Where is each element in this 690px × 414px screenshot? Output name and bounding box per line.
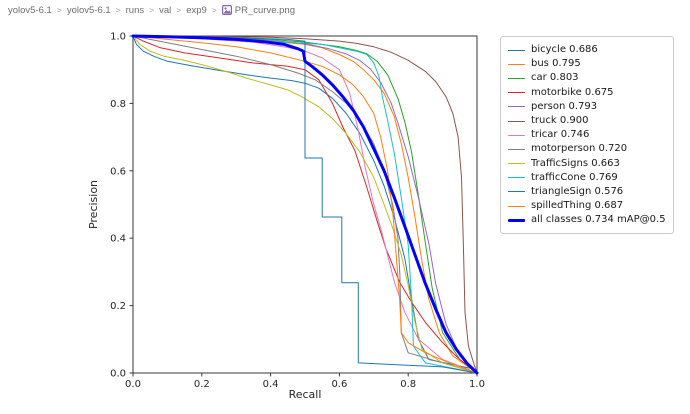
curve-bicycle xyxy=(132,35,478,374)
axes-frame xyxy=(132,35,478,374)
breadcrumb-separator: > xyxy=(211,5,217,15)
legend-swatch xyxy=(508,63,525,65)
breadcrumb-separator: > xyxy=(115,5,121,15)
curve-motorbike xyxy=(132,35,478,374)
chart-legend: bicycle 0.686 bus 0.795 car 0.803 motorbike… xyxy=(500,36,674,235)
legend-item: triangleSign 0.576 xyxy=(508,185,666,199)
legend-item: truck 0.900 xyxy=(508,114,666,128)
legend-label: motorperson 0.720 xyxy=(531,143,628,155)
curve-all-classes xyxy=(131,34,479,375)
y-tick-label: 0.2 xyxy=(110,301,126,312)
x-tick-label: 0.8 xyxy=(400,379,416,390)
legend-label: trafficCone 0.769 xyxy=(531,171,618,183)
x-axis-label: Recall xyxy=(289,388,322,401)
y-tick-label: 0.4 xyxy=(110,234,126,245)
legend-label: car 0.803 xyxy=(531,72,579,84)
legend-item: motorperson 0.720 xyxy=(508,142,666,156)
breadcrumb: yolov5-6.1 > yolov5-6.1 > runs > val > exp9 > PR_c… xyxy=(8,3,295,17)
legend-item: trafficCone 0.769 xyxy=(508,171,666,185)
legend-swatch xyxy=(508,92,525,94)
legend-label: person 0.793 xyxy=(531,100,598,112)
y-tick-label: 0.6 xyxy=(110,166,126,177)
x-tick-label: 0.2 xyxy=(194,379,210,390)
legend-label: triangleSign 0.576 xyxy=(531,185,624,197)
legend-item: tricar 0.746 xyxy=(508,128,666,142)
x-tick-label: 0.6 xyxy=(331,379,347,390)
breadcrumb-filename: PR_curve.png xyxy=(234,4,295,16)
legend-label: bus 0.795 xyxy=(531,58,581,70)
x-tick-label: 0.0 xyxy=(125,379,141,390)
legend-swatch xyxy=(508,218,525,222)
legend-item: TrafficSigns 0.663 xyxy=(508,157,666,171)
curve-spilledThing xyxy=(132,35,478,374)
y-tick-label: 0.8 xyxy=(110,99,126,110)
legend-label: motorbike 0.675 xyxy=(531,86,614,98)
x-tick-label: 0.4 xyxy=(263,379,279,390)
x-tick-label: 1.0 xyxy=(469,379,485,390)
legend-swatch xyxy=(508,77,525,79)
curve-truck xyxy=(132,35,478,374)
curve-car xyxy=(132,35,478,374)
legend-item: spilledThing 0.687 xyxy=(508,199,666,213)
y-tick-label: 0.0 xyxy=(110,369,126,380)
breadcrumb-item[interactable]: exp9 xyxy=(186,4,207,16)
legend-swatch xyxy=(508,120,525,122)
y-axis-label: Precision xyxy=(87,180,100,229)
curve-trafficCone xyxy=(132,35,478,374)
image-file-icon xyxy=(221,5,232,15)
legend-label: bicycle 0.686 xyxy=(531,44,598,56)
breadcrumb-item[interactable]: val xyxy=(159,4,172,16)
breadcrumb-item[interactable]: yolov5-6.1 xyxy=(8,4,52,16)
legend-label: TrafficSigns 0.663 xyxy=(531,157,620,169)
legend-swatch xyxy=(508,205,525,207)
legend-swatch xyxy=(508,191,525,193)
legend-label: spilledThing 0.687 xyxy=(531,200,624,212)
legend-swatch xyxy=(508,106,525,108)
legend-item: bus 0.795 xyxy=(508,57,666,71)
y-tick-label: 1.0 xyxy=(110,32,126,43)
legend-label: truck 0.900 xyxy=(531,115,589,127)
curve-tricar xyxy=(132,35,478,374)
legend-label: all classes 0.734 mAP@0.5 xyxy=(531,214,666,226)
breadcrumb-separator: > xyxy=(56,5,62,15)
legend-swatch xyxy=(508,163,525,165)
legend-swatch xyxy=(508,49,525,51)
legend-item: motorbike 0.675 xyxy=(508,86,666,100)
legend-item: car 0.803 xyxy=(508,71,666,85)
curve-triangleSign xyxy=(132,35,478,374)
legend-swatch xyxy=(508,177,525,179)
legend-item: person 0.793 xyxy=(508,100,666,114)
legend-label: tricar 0.746 xyxy=(531,129,590,141)
curve-TrafficSigns xyxy=(132,35,478,374)
legend-swatch xyxy=(508,134,525,136)
breadcrumb-item[interactable]: runs xyxy=(125,4,145,16)
legend-item: bicycle 0.686 xyxy=(508,43,666,57)
breadcrumb-item[interactable]: PR_curve.png xyxy=(221,4,295,16)
breadcrumb-separator: > xyxy=(149,5,155,15)
legend-swatch xyxy=(508,148,525,150)
breadcrumb-separator: > xyxy=(176,5,182,15)
legend-item: all classes 0.734 mAP@0.5 xyxy=(508,213,666,227)
breadcrumb-item[interactable]: yolov5-6.1 xyxy=(66,4,111,16)
